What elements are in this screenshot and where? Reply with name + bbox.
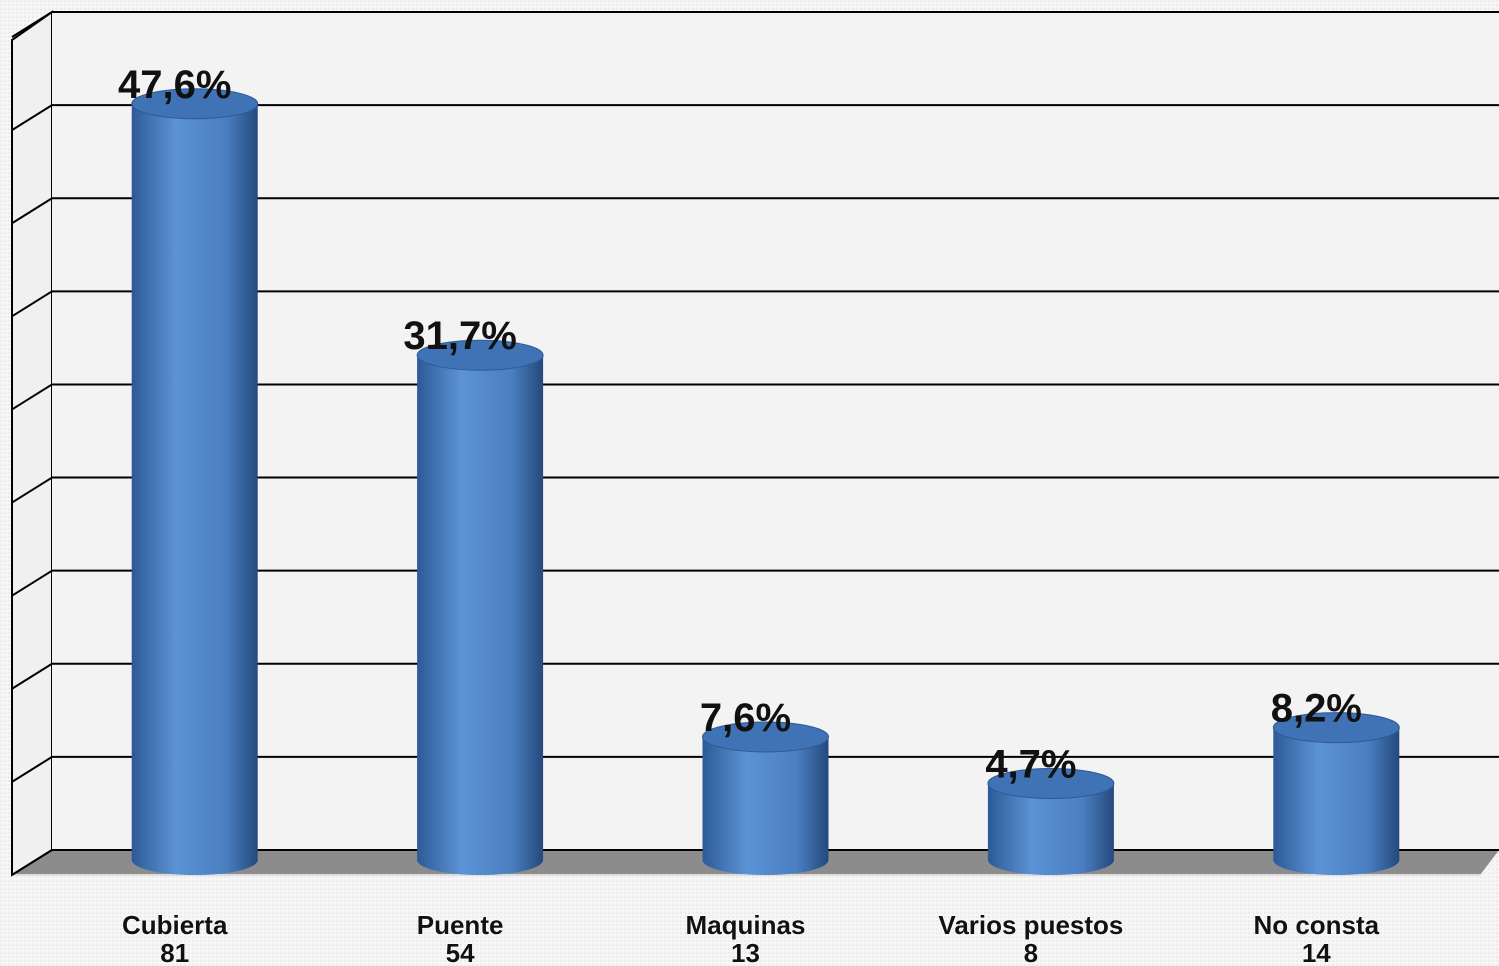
cylinder (1273, 727, 1400, 860)
side-grid-line (11, 383, 53, 411)
count-label: 8 (1024, 938, 1038, 966)
back-wall (52, 12, 1499, 850)
side-grid-line (11, 662, 53, 690)
cylinder-top (416, 339, 544, 371)
cylinder-top (1272, 712, 1400, 744)
count-label: 81 (160, 938, 189, 966)
count-label: 54 (446, 938, 475, 966)
value-label: 8,2% (1271, 687, 1362, 731)
side-grid-line (11, 476, 53, 504)
side-wall (11, 10, 53, 877)
cylinder-bottom (1273, 845, 1400, 875)
cylinder (702, 736, 829, 860)
x-tick-label: Varios puestos (938, 910, 1123, 940)
x-tick-label: No consta (1253, 910, 1379, 940)
x-tick-label: Cubierta (122, 910, 228, 940)
cylinder-top (131, 88, 259, 120)
cylinder-bottom (987, 845, 1114, 875)
value-label: 47,6% (118, 63, 231, 107)
cylinder-top (987, 768, 1115, 800)
x-tick-label: Puente (417, 910, 504, 940)
side-grid-line (11, 569, 53, 597)
value-label: 31,7% (403, 314, 516, 358)
side-grid-line (11, 290, 53, 318)
cylinder-bottom (417, 845, 544, 875)
x-tick-label: Maquinas (686, 910, 806, 940)
cylinder-bottom (702, 845, 829, 875)
value-label: 4,7% (985, 743, 1076, 787)
count-label: 14 (1302, 938, 1331, 966)
cylinder-bottom (131, 845, 258, 875)
side-grid-line (11, 11, 53, 38)
side-grid-line (11, 197, 53, 225)
side-grid-line (11, 849, 53, 876)
side-grid-line (11, 756, 53, 783)
value-label: 7,6% (700, 696, 791, 740)
count-label: 13 (731, 938, 760, 966)
cylinder-top (702, 721, 829, 753)
cylinder (131, 103, 258, 861)
cylinder (417, 355, 544, 860)
side-grid-line (11, 104, 53, 131)
